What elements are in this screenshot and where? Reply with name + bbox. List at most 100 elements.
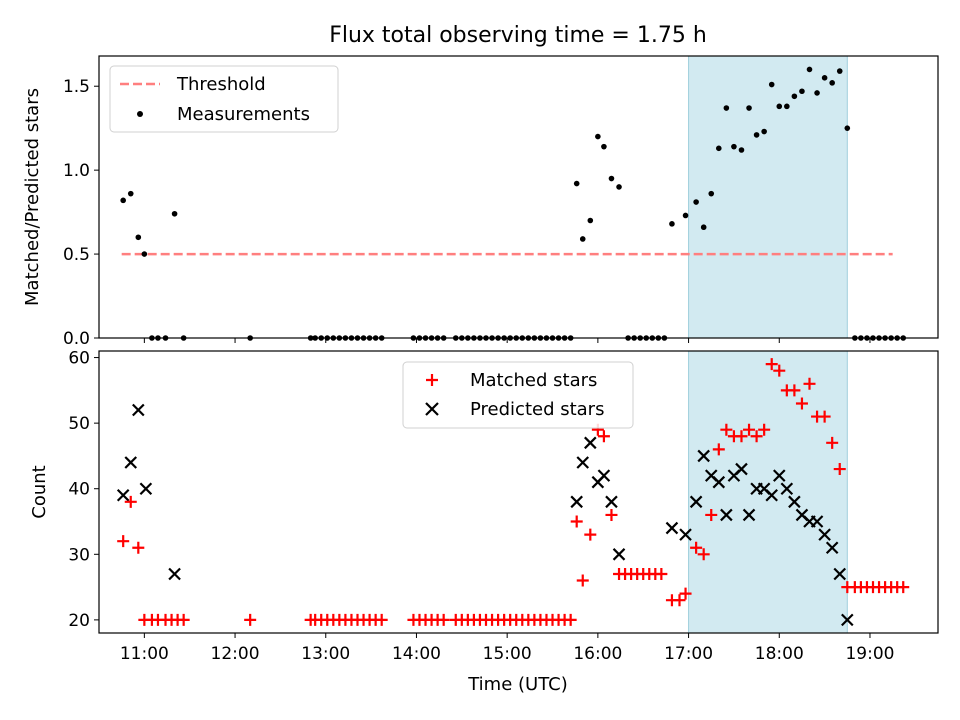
predicted-stars-series bbox=[116, 403, 854, 627]
measurement-point-16-00 bbox=[595, 133, 601, 140]
predicted-point-15-46 bbox=[570, 495, 583, 509]
bottom-y-tick-label-40: 40 bbox=[68, 480, 90, 500]
measurement-point-11-00 bbox=[141, 251, 148, 257]
matched-point-10-51 bbox=[124, 495, 137, 508]
bottom-x-ticks: 11:00 12:00 13:00 14:00 15:00 16:00 17:00 18:00… bbox=[120, 633, 894, 664]
matched-stars-series bbox=[117, 358, 910, 626]
measurement-point-17-40 bbox=[746, 105, 752, 111]
matched-point-15-42 bbox=[564, 613, 577, 626]
bottom-panel: 20 30 40 50 60 11:00 12:00 13:00 14:00 15:00 16:0… bbox=[29, 349, 939, 695]
predicted-point-18-40 bbox=[833, 567, 847, 581]
measurement-point-17-20 bbox=[716, 145, 722, 152]
matched-point-19-22 bbox=[897, 581, 910, 594]
predicted-point-11-01 bbox=[139, 482, 153, 495]
measurement-point-16-58 bbox=[682, 212, 689, 219]
measurement-point-16-14 bbox=[616, 184, 622, 190]
top-y-axis-label: Matched/Predicted stars bbox=[22, 88, 43, 306]
x-tick-label-11-00: 11:00 bbox=[120, 644, 169, 664]
predicted-point-16-49 bbox=[665, 521, 679, 535]
matched-point-15-50 bbox=[576, 574, 589, 587]
top-y-tick-label-1-5: 1.5 bbox=[63, 77, 90, 97]
predicted-point-18-25 bbox=[810, 515, 824, 528]
measurement-point-17-45 bbox=[753, 132, 760, 138]
predicted-point-17-35 bbox=[735, 462, 748, 476]
matched-point-18-35 bbox=[826, 436, 839, 449]
matched-point-17-35 bbox=[735, 430, 748, 443]
measurement-point-18-10 bbox=[791, 93, 798, 100]
predicted-point-17-40 bbox=[742, 508, 756, 522]
predicted-point-18-45 bbox=[841, 613, 854, 627]
measurement-point-16-49 bbox=[669, 221, 675, 227]
measurement-point-16-09 bbox=[608, 175, 615, 182]
predicted-point-18-10 bbox=[788, 495, 801, 509]
matched-point-10-46 bbox=[117, 535, 130, 548]
predicted-point-16-04 bbox=[597, 469, 611, 482]
measurement-point-10-46 bbox=[120, 197, 126, 204]
matched-legend-label: Matched stars bbox=[470, 370, 597, 391]
predicted-point-17-25 bbox=[720, 508, 733, 522]
x-tick-label-15-00: 15:00 bbox=[483, 644, 532, 664]
top-y-ticks: 0.0 0.5 1.0 1.5 bbox=[63, 77, 99, 349]
matched-point-17-20 bbox=[712, 443, 725, 456]
matched-point-17-10 bbox=[697, 548, 710, 561]
predicted-point-10-56 bbox=[132, 403, 145, 417]
predicted-point-15-50 bbox=[576, 456, 590, 469]
measurement-point-10-56 bbox=[135, 234, 142, 241]
predicted-point-18-30 bbox=[818, 528, 831, 541]
measurement-point-17-30 bbox=[731, 143, 737, 150]
measurement-point-18-00 bbox=[776, 103, 783, 110]
predicted-point-11-20 bbox=[168, 567, 181, 581]
matched-point-14-18 bbox=[437, 613, 450, 626]
top-shaded-interval bbox=[688, 55, 848, 339]
top-measurements-series bbox=[120, 66, 907, 341]
top-y-tick-label-1-0: 1.0 bbox=[63, 161, 90, 181]
measurement-point-15-46 bbox=[573, 180, 580, 187]
matched-point-16-04 bbox=[597, 430, 610, 443]
matched-point-17-55 bbox=[765, 358, 778, 371]
matched-point-17-45 bbox=[750, 430, 763, 443]
predicted-point-18-35 bbox=[825, 541, 839, 555]
measurement-point-18-40 bbox=[836, 68, 843, 74]
chart-title: Flux total observing time = 1.75 h bbox=[329, 23, 707, 48]
measurement-point-17-50 bbox=[761, 128, 767, 135]
predicted-point-16-09 bbox=[605, 495, 618, 509]
predicted-point-10-46 bbox=[116, 489, 130, 502]
x-tick-label-12-00: 12:00 bbox=[211, 644, 260, 664]
measurement-point-18-05 bbox=[784, 103, 790, 110]
x-tick-label-14-00: 14:00 bbox=[392, 644, 441, 664]
matched-point-16-42 bbox=[655, 567, 668, 580]
matched-point-17-25 bbox=[720, 423, 733, 436]
measurement-point-18-15 bbox=[799, 88, 805, 95]
measurement-point-17-55 bbox=[768, 81, 775, 88]
matched-point-13-37 bbox=[375, 613, 388, 626]
top-axes-frame bbox=[98, 55, 939, 339]
top-x-ticks bbox=[143, 338, 871, 343]
measurement-point-18-20 bbox=[806, 66, 813, 73]
predicted-legend-label: Predicted stars bbox=[470, 399, 604, 420]
measurement-point-10-51 bbox=[127, 190, 134, 197]
measurement-point-17-10 bbox=[700, 224, 707, 231]
matched-point-16-58 bbox=[679, 587, 692, 600]
matched-point-15-46 bbox=[570, 515, 583, 528]
matched-point-16-54 bbox=[673, 594, 686, 607]
measurement-point-15-55 bbox=[587, 217, 594, 224]
bottom-y-ticks: 20 30 40 50 60 bbox=[68, 349, 99, 631]
predicted-point-16-58 bbox=[679, 528, 692, 541]
predicted-point-16-14 bbox=[612, 548, 626, 561]
top-y-tick-label-0-5: 0.5 bbox=[63, 245, 90, 265]
bottom-legend: Matched stars Predicted stars bbox=[402, 361, 634, 429]
threshold-legend-label: Threshold bbox=[176, 74, 266, 95]
x-tick-label-16-00: 16:00 bbox=[573, 644, 622, 664]
predicted-point-17-10 bbox=[697, 449, 710, 463]
measurement-point-17-35 bbox=[738, 147, 745, 153]
x-axis-label: Time (UTC) bbox=[467, 674, 568, 695]
matched-point-16-09 bbox=[605, 508, 618, 521]
top-legend: Threshold Measurements bbox=[109, 65, 339, 133]
predicted-point-17-05 bbox=[689, 495, 703, 509]
matched-point-17-15 bbox=[705, 508, 718, 521]
matched-point-18-15 bbox=[795, 397, 808, 410]
bottom-legend-box bbox=[402, 361, 634, 429]
measurements-legend-swatch bbox=[137, 111, 143, 117]
top-legend-box bbox=[109, 65, 339, 133]
matched-point-17-05 bbox=[690, 541, 703, 554]
